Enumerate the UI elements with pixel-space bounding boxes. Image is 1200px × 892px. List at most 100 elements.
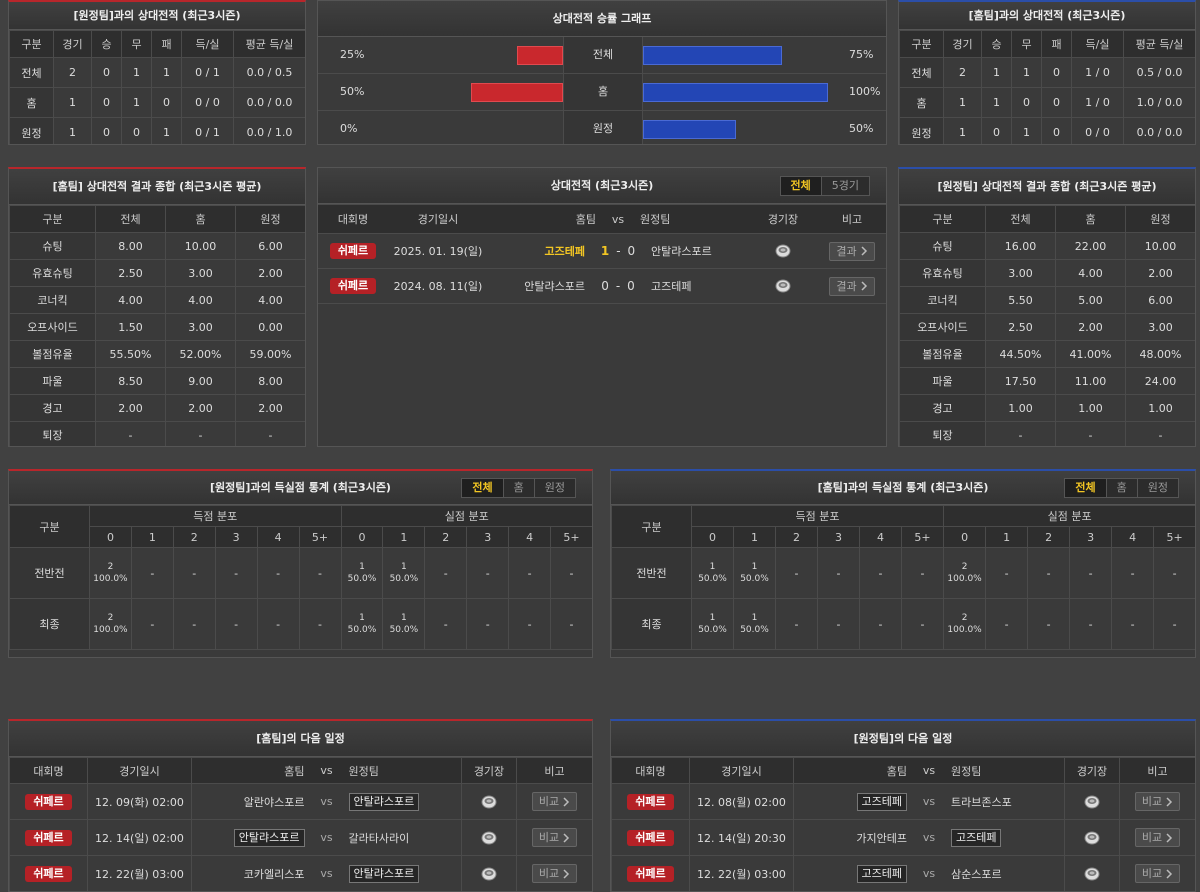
teams: 코카엘리스포 vs 안탈랴스포르	[193, 864, 461, 883]
note-button[interactable]: 비교	[531, 828, 578, 847]
tab[interactable]: 전체	[462, 478, 503, 497]
bucket-header: 5+	[298, 526, 342, 548]
cell: -	[165, 421, 236, 446]
row-label: 파울	[9, 367, 96, 395]
row-label: 원정	[899, 117, 944, 144]
stadium-cell	[1064, 855, 1120, 891]
column-header: 대회명	[318, 204, 388, 234]
tab[interactable]: 홈	[1105, 478, 1137, 497]
column-header: 경기일시	[87, 757, 192, 784]
note-button[interactable]: 결과	[829, 241, 875, 261]
cell: 0 / 1	[181, 57, 234, 88]
tab[interactable]: 홈	[502, 478, 534, 497]
cell: -	[508, 547, 552, 599]
cell: -	[424, 547, 468, 599]
header-row: 구분 전체 홈 원정	[9, 205, 305, 233]
cell: 1	[53, 117, 92, 144]
tab[interactable]: 원정	[533, 478, 575, 497]
note-button[interactable]: 비교	[531, 864, 578, 883]
teams-header: 홈팀 vs 원정팀	[793, 757, 1065, 784]
teams: 고즈테페 1-0 안탈랴스포르	[488, 243, 748, 259]
match-row: 쉬페르 12. 14(일) 02:00 안탈랴스포르 vs 갈라타사라이 비교	[9, 819, 592, 856]
league-cell: 쉬페르	[318, 233, 388, 269]
title-text: [홈팀] 상대전적 결과 종합 (최근3시즌 평균)	[52, 180, 262, 193]
note-text: 비교	[1141, 795, 1163, 808]
away-team-wrap: 고즈테페	[651, 278, 748, 294]
note-button[interactable]: 비교	[1134, 864, 1181, 883]
column-header: 경기장	[461, 757, 517, 784]
note-button[interactable]: 비교	[531, 792, 578, 811]
stat-row: 최종 1 50.0% 1 50.0% - - - -2 100.0% - - - - -	[611, 598, 1195, 650]
row-label: 유효슈팅	[899, 259, 986, 287]
column-header: 구분	[899, 205, 986, 233]
cell: 6.00	[1125, 286, 1195, 314]
league-cell: 쉬페르	[9, 855, 88, 891]
column-header: 홈	[1055, 205, 1126, 233]
chevron	[1166, 832, 1173, 843]
away-score: 0	[627, 279, 635, 293]
note-button[interactable]: 비교	[1134, 828, 1181, 847]
cell: -	[775, 547, 818, 599]
match-table: 대회명 경기일시 홈팀 vs 원정팀 경기장 비고 쉬페르 12. 09(화) 02:00 알란야…	[9, 757, 592, 891]
note-button[interactable]: 비교	[1134, 792, 1181, 811]
cell: 0 / 1	[181, 117, 234, 144]
chevron	[563, 832, 570, 843]
panel-title: [홈팀]과의 득실점 통계 (최근3시즌) 전체 홈 원정	[611, 471, 1195, 505]
note-button[interactable]: 결과	[829, 276, 875, 296]
cell: 8.00	[95, 232, 166, 260]
stat-table: 구분 경기 승 무 패 득/실 평균 득/실 전체 2 1 1 0 1 / 0 0.5 / 0.0 홈 1 1 0…	[899, 30, 1195, 144]
column-header: 득/실	[181, 30, 234, 58]
teams-cell: 안탈랴스포르 0-0 고즈테페	[488, 268, 748, 304]
group-header: 득점 분포	[690, 505, 945, 527]
cell: 0 / 0	[181, 87, 234, 118]
panel-title: [원정팀]과의 득실점 통계 (최근3시즌) 전체 홈 원정	[9, 471, 592, 505]
tab[interactable]: 5경기	[820, 176, 869, 195]
stadium-icon	[1084, 867, 1100, 880]
cell: 1	[121, 87, 152, 118]
score-separator: -	[616, 244, 621, 258]
cell: -	[775, 598, 818, 650]
cell: 2	[943, 57, 982, 88]
cell: -	[235, 421, 305, 446]
cell: -	[256, 598, 300, 650]
column-header: 구분	[9, 205, 96, 233]
group-header: 실점 분포	[340, 505, 592, 527]
home-team-wrap: 안탈랴스포르	[193, 828, 305, 847]
table-row: 슈팅 16.00 22.00 10.00	[899, 232, 1195, 260]
count: 2	[107, 562, 114, 572]
match-row: 쉬페르 2024. 08. 11(일) 안탈랴스포르 0-0 고즈테페 결과	[318, 268, 886, 304]
cell: 8.00	[235, 367, 305, 395]
cell: 1 50.0%	[340, 547, 384, 599]
column-header: 평균 득/실	[233, 30, 305, 58]
percent: 50.0%	[389, 574, 419, 584]
header-row: 구분 경기 승 무 패 득/실 평균 득/실	[9, 30, 305, 58]
panel: [원정팀] 상대전적 결과 종합 (최근3시즌 평균) 구분 전체 홈 원정 슈팅 16.0…	[898, 167, 1196, 447]
bucket-header: 5+	[900, 526, 945, 548]
bucket-header: 2	[172, 526, 216, 548]
home-bar	[643, 120, 736, 139]
cell: 0	[91, 57, 122, 88]
tab[interactable]: 전체	[780, 176, 821, 195]
cell: 59.00%	[235, 340, 305, 368]
bucket-row: 0 1 2 3 4 5+ 0 1 2 3 4 5+	[10, 526, 592, 548]
row-label: 파울	[899, 367, 986, 395]
graph-row: 25% 전체 75%	[318, 37, 886, 74]
bucket-header: 3	[214, 526, 258, 548]
stadium-icon	[1084, 831, 1100, 844]
stadium-icon	[481, 795, 497, 808]
note-text: 결과	[836, 279, 857, 293]
row-label: 오프사이드	[899, 313, 986, 341]
league-badge: 쉬페르	[627, 793, 674, 810]
tab[interactable]: 전체	[1065, 478, 1106, 497]
cell: 1	[981, 57, 1012, 88]
cell: -	[1153, 547, 1195, 599]
teams-header: 홈팀 vs 원정팀	[191, 757, 462, 784]
tab[interactable]: 원정	[1136, 478, 1178, 497]
row-label: 전반전	[611, 547, 692, 599]
league-cell: 쉬페르	[611, 819, 690, 856]
teams: 가지안테프 vs 고즈테페	[795, 828, 1064, 847]
title-text: [원정팀]과의 상대전적 (최근3시즌)	[73, 9, 241, 22]
panel-title: [원정팀] 상대전적 결과 종합 (최근3시즌 평균)	[899, 169, 1195, 205]
label-cell	[563, 37, 643, 73]
cell: 2.00	[95, 394, 166, 422]
